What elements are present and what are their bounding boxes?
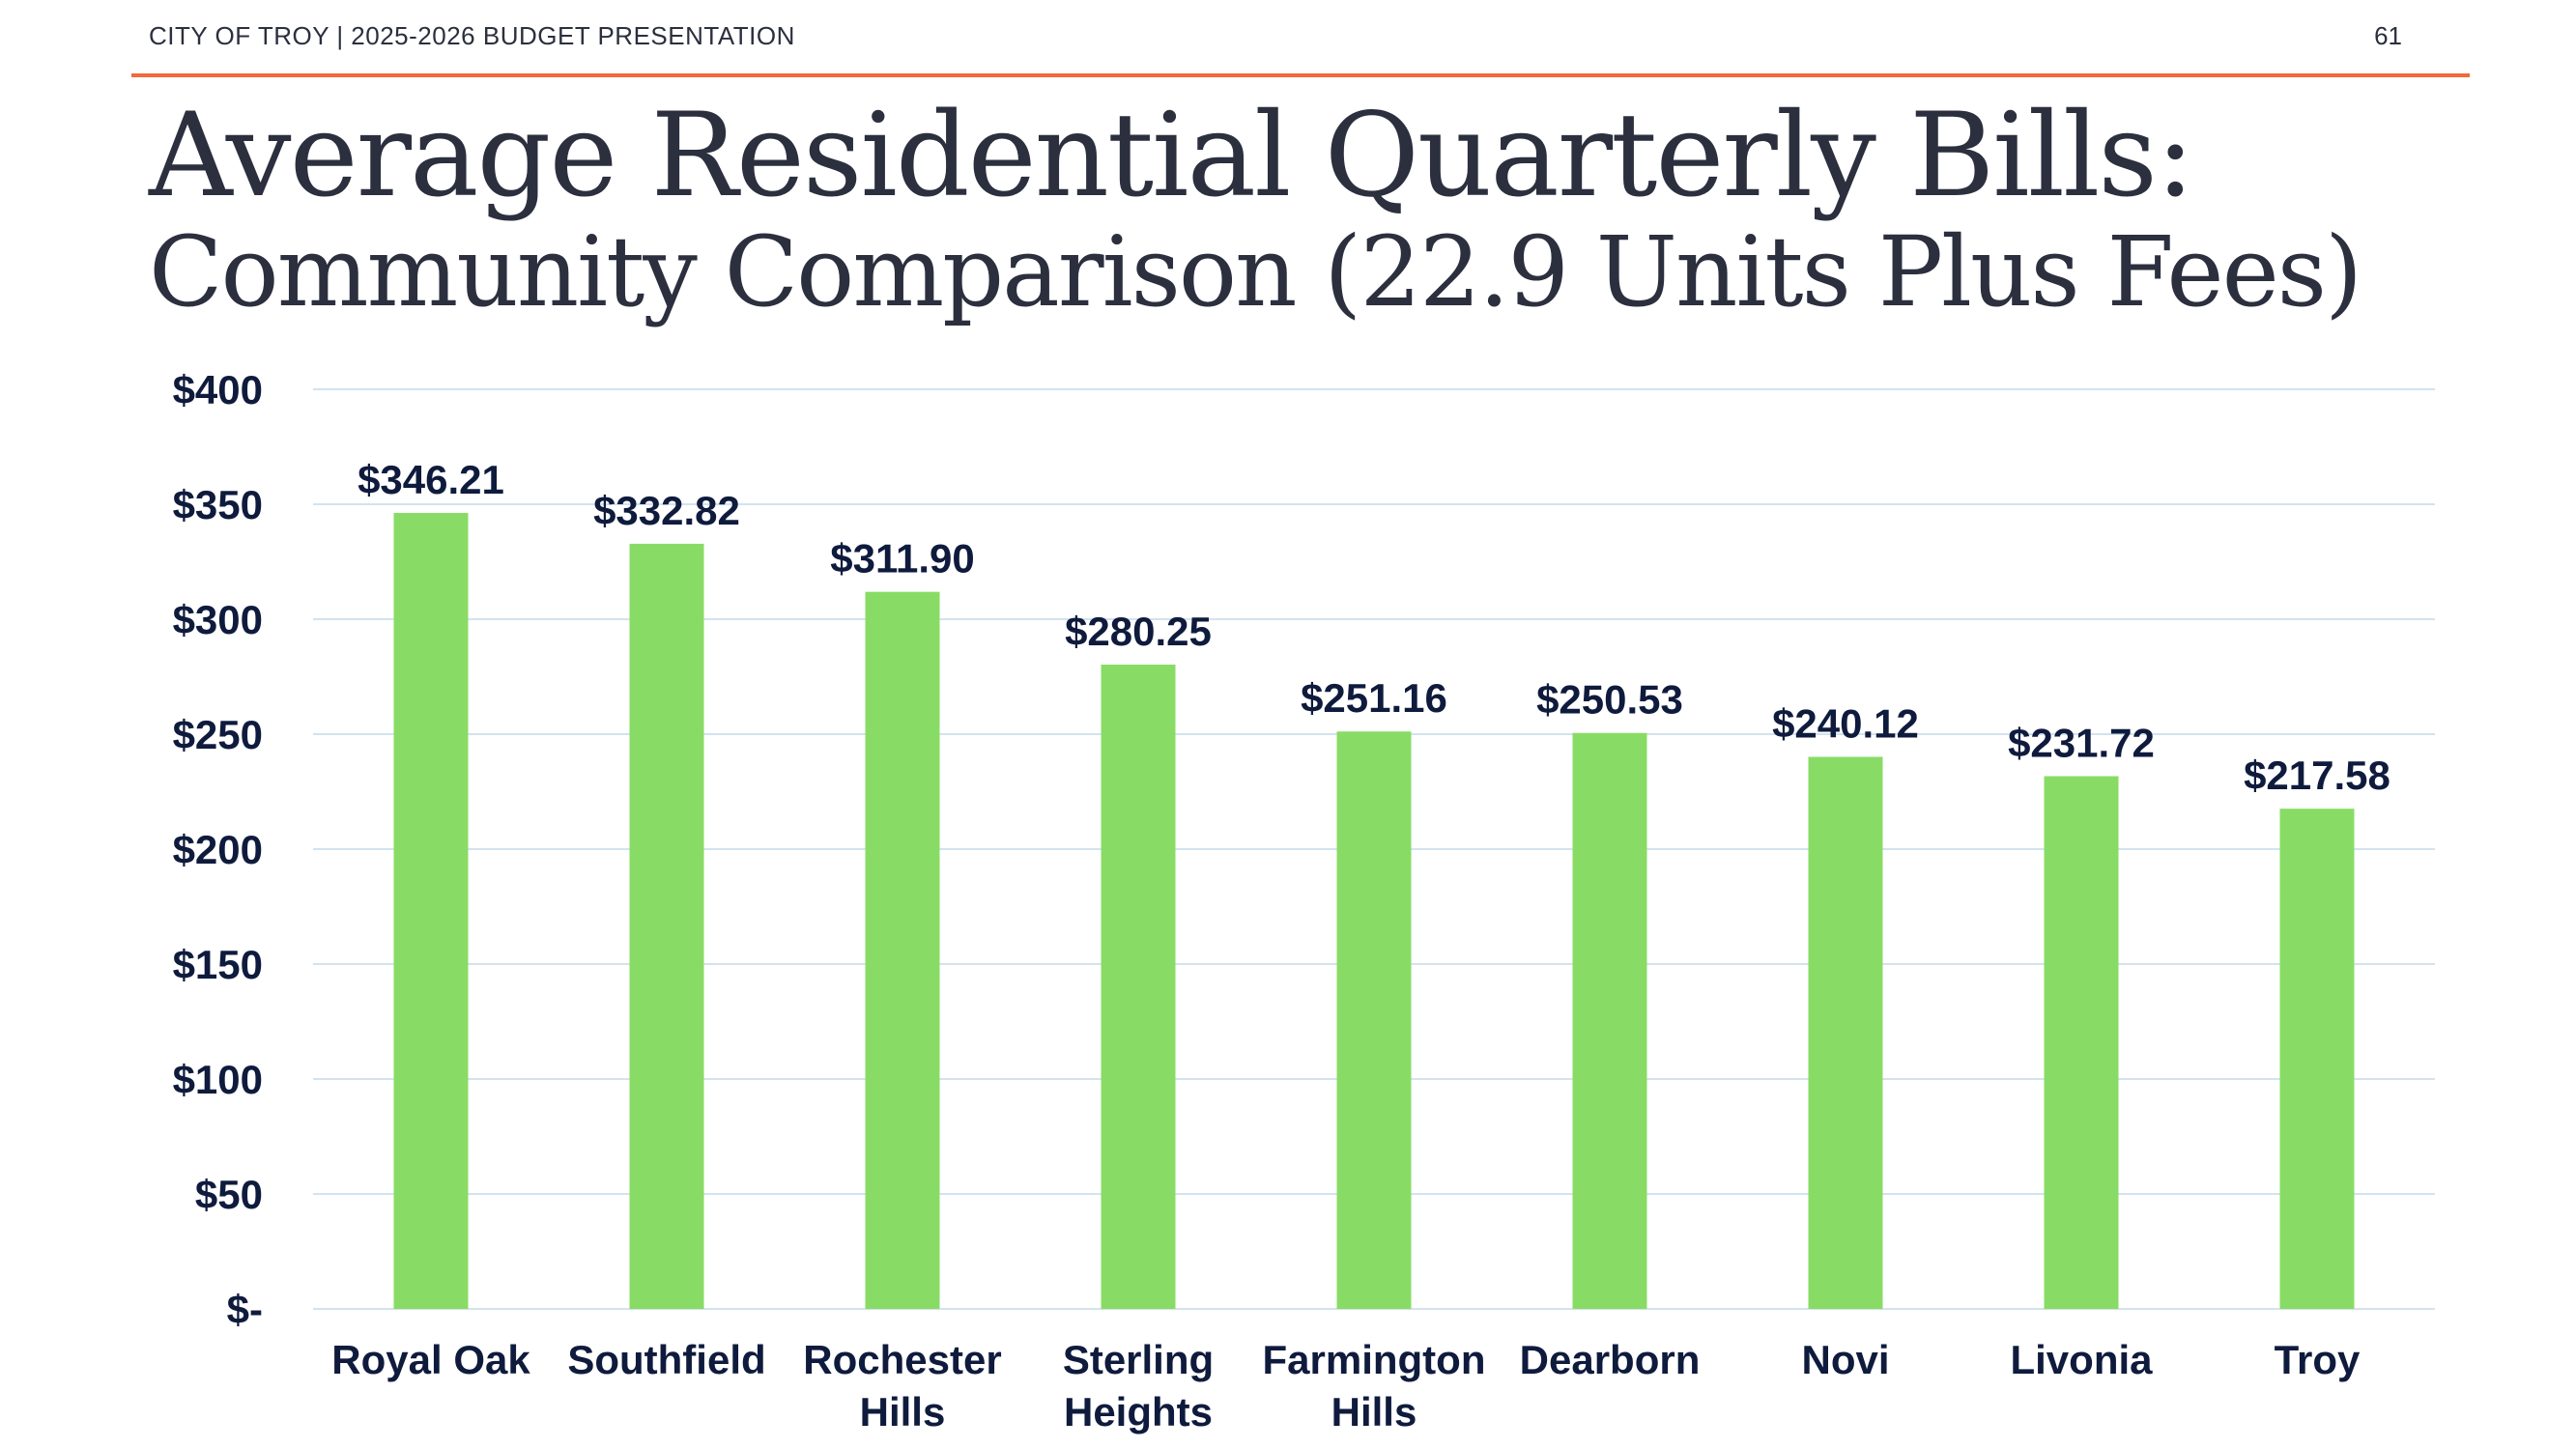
category-label: Hills [860,1389,946,1435]
y-axis-tick-labels: $- $50 $100 $150 $200 $250 $300 $350 $400 [173,367,263,1332]
header-divider [131,73,2470,77]
data-label: $231.72 [2008,721,2155,766]
category-label: Royal Oak [331,1337,530,1382]
category-label: Farmington [1263,1337,1486,1382]
category-labels: Royal Oak Southfield Rochester Hills Sterlin… [331,1337,2361,1435]
bar [1808,756,1883,1309]
chart-subtitle: Community Comparison (22.9 Units Plus Fe… [149,215,2362,328]
data-label: $250.53 [1536,677,1683,723]
data-label: $240.12 [1772,701,1919,747]
category-label: Dearborn [1520,1337,1701,1382]
bar [2279,809,2355,1309]
data-label: $251.16 [1301,675,1447,721]
y-tick-label: $300 [173,597,263,642]
bar [393,513,469,1309]
page-number: 61 [2374,21,2402,50]
category-label: Novi [1801,1337,1889,1382]
category-label: Rochester [803,1337,1001,1382]
y-tick-label: $100 [173,1057,263,1102]
y-tick-label: $50 [195,1172,263,1217]
data-label: $332.82 [593,488,740,533]
y-tick-label: $400 [173,367,263,412]
data-label: $217.58 [2244,753,2390,798]
y-tick-label: $- [227,1287,263,1332]
data-label: $280.25 [1065,609,1212,654]
bar [1572,732,1647,1309]
category-label: Livonia [2010,1337,2153,1382]
bar [629,543,704,1309]
category-label: Southfield [567,1337,765,1382]
y-tick-label: $150 [173,942,263,987]
data-label: $346.21 [358,457,504,502]
category-label: Troy [2275,1337,2361,1382]
y-tick-label: $350 [173,482,263,527]
bar [865,591,940,1309]
bar [2044,776,2119,1309]
bar [1101,665,1176,1309]
y-tick-label: $250 [173,712,263,757]
data-labels: $346.21 $332.82 $311.90 $280.25 $251.16 $250.… [358,457,2390,798]
category-label: Sterling [1063,1337,1214,1382]
bars [393,513,2355,1309]
chart-title: Average Residential Quarterly Bills: [149,89,2194,223]
y-tick-label: $200 [173,827,263,872]
category-label: Heights [1064,1389,1213,1435]
category-label: Hills [1331,1389,1417,1435]
header-text: CITY OF TROY | 2025-2026 BUDGET PRESENTA… [149,21,795,50]
bar [1336,731,1412,1309]
data-label: $311.90 [830,536,975,582]
